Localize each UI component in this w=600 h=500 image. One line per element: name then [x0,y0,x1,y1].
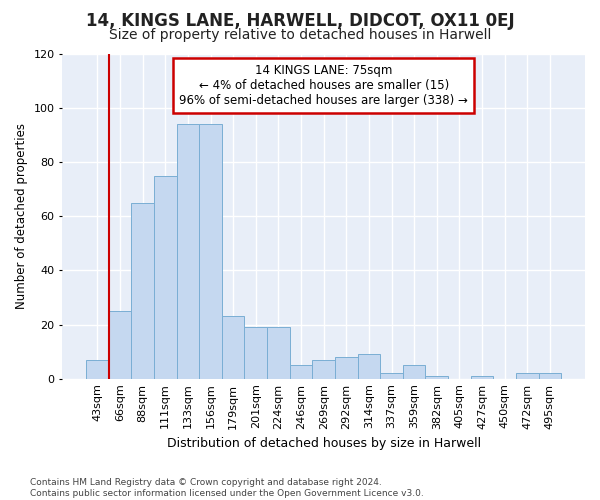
X-axis label: Distribution of detached houses by size in Harwell: Distribution of detached houses by size … [167,437,481,450]
Bar [516,374,539,378]
Bar [471,376,493,378]
Bar [109,311,131,378]
Bar [425,376,448,378]
Bar [244,328,267,378]
Bar [86,360,109,378]
Text: 14, KINGS LANE, HARWELL, DIDCOT, OX11 0EJ: 14, KINGS LANE, HARWELL, DIDCOT, OX11 0E… [86,12,514,30]
Text: Size of property relative to detached houses in Harwell: Size of property relative to detached ho… [109,28,491,42]
Bar [222,316,244,378]
Bar [313,360,335,378]
Bar [131,203,154,378]
Bar [290,365,313,378]
Y-axis label: Number of detached properties: Number of detached properties [15,124,28,310]
Text: Contains HM Land Registry data © Crown copyright and database right 2024.
Contai: Contains HM Land Registry data © Crown c… [30,478,424,498]
Bar [358,354,380,378]
Text: 14 KINGS LANE: 75sqm
← 4% of detached houses are smaller (15)
96% of semi-detach: 14 KINGS LANE: 75sqm ← 4% of detached ho… [179,64,468,106]
Bar [176,124,199,378]
Bar [380,374,403,378]
Bar [199,124,222,378]
Bar [154,176,176,378]
Bar [539,374,561,378]
Bar [403,365,425,378]
Bar [267,328,290,378]
Bar [335,357,358,378]
